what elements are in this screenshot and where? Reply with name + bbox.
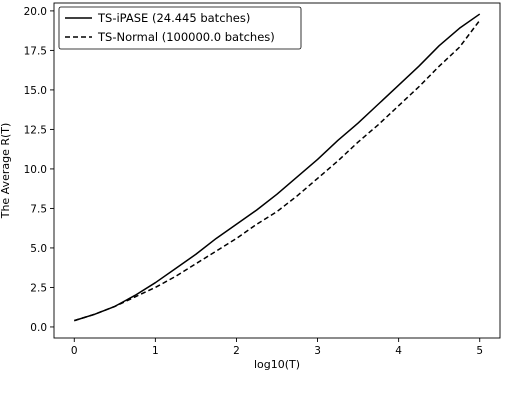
data-point — [175, 276, 176, 277]
y-tick-label: 2.5 — [30, 282, 47, 294]
series-line-ts-ipase — [74, 13, 481, 322]
data-point — [195, 263, 196, 264]
data-point — [317, 178, 318, 179]
data-point — [175, 268, 176, 269]
data-point — [114, 306, 115, 307]
x-tick-label: 4 — [395, 345, 402, 357]
data-point — [216, 238, 217, 239]
data-point — [297, 195, 298, 196]
series-line-ts-normal — [74, 19, 481, 322]
x-tick-label: 2 — [233, 345, 240, 357]
legend-label-ts-ipase: TS-iPASE (24.445 batches) — [97, 11, 250, 25]
y-tick-label: 17.5 — [24, 45, 47, 57]
y-tick-label: 5.0 — [30, 243, 47, 255]
data-point — [479, 20, 480, 21]
data-point — [155, 282, 156, 283]
x-tick-label: 0 — [71, 345, 78, 357]
data-point — [317, 159, 318, 160]
data-point — [439, 45, 440, 46]
data-point — [276, 211, 277, 212]
x-axis-label: log10(T) — [254, 358, 300, 371]
data-point — [256, 224, 257, 225]
data-point — [337, 140, 338, 141]
data-point — [418, 66, 419, 67]
data-point — [297, 176, 298, 177]
data-point — [236, 224, 237, 225]
data-point — [216, 250, 217, 251]
data-point — [94, 314, 95, 315]
x-tick-label: 1 — [152, 345, 159, 357]
data-point — [398, 105, 399, 106]
data-point — [74, 320, 75, 321]
series-layer — [74, 13, 481, 322]
data-point — [337, 160, 338, 161]
data-point — [459, 28, 460, 29]
y-tick-label: 0.0 — [30, 322, 47, 334]
y-tick-label: 12.5 — [24, 124, 47, 136]
ticks-layer: 0 1 2 3 4 5 0.0 2.5 5.0 7.5 10.0 12.5 15.0 17.5 20.0 — [24, 6, 483, 357]
data-point — [357, 122, 358, 123]
data-point — [236, 238, 237, 239]
data-point — [195, 254, 196, 255]
data-point — [459, 47, 460, 48]
y-tick-label: 15.0 — [24, 85, 47, 97]
data-point — [357, 141, 358, 142]
data-point — [134, 295, 135, 296]
data-point — [439, 66, 440, 67]
y-axis-label: The Average R(T) — [0, 123, 12, 220]
data-point — [276, 194, 277, 195]
y-tick-label: 10.0 — [24, 164, 47, 176]
legend-label-ts-normal: TS-Normal (100000.0 batches) — [97, 30, 275, 44]
data-point — [256, 209, 257, 210]
legend-box — [58, 6, 302, 50]
x-tick-label: 3 — [314, 345, 321, 357]
y-tick-label: 7.5 — [30, 203, 47, 215]
legend: TS-iPASE (24.445 batches) TS-Normal (100… — [58, 6, 302, 50]
data-point — [378, 124, 379, 125]
data-point — [155, 287, 156, 288]
y-tick-label: 20.0 — [24, 6, 47, 18]
data-point — [479, 13, 480, 14]
data-point — [398, 85, 399, 86]
plot-frame — [53, 2, 501, 339]
data-point — [418, 86, 419, 87]
x-tick-label: 5 — [476, 345, 483, 357]
data-point — [134, 296, 135, 297]
data-point — [378, 104, 379, 105]
